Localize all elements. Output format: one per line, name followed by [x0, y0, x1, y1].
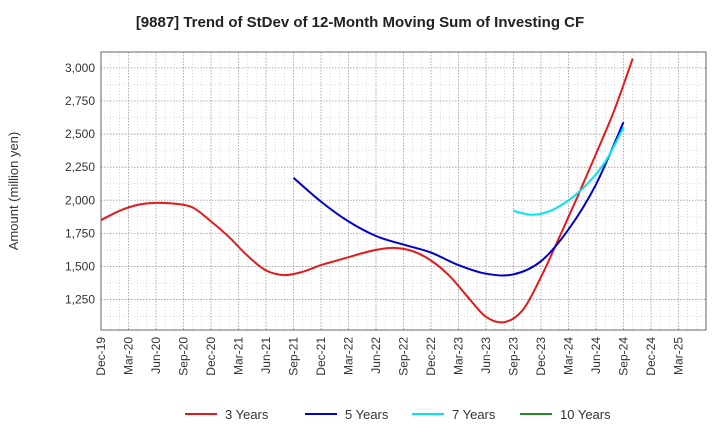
x-tick-label: Jun-20	[149, 337, 163, 374]
x-tick-label: Mar-20	[122, 337, 136, 375]
plot-frame	[100, 51, 707, 331]
x-tick-label: Mar-21	[232, 337, 246, 375]
series-line-7-years	[513, 127, 625, 216]
x-tick-label: Dec-23	[534, 337, 548, 376]
x-tick-label: Dec-24	[644, 337, 658, 376]
y-axis-label: Amount (million yen)	[6, 132, 21, 251]
chart-title: [9887] Trend of StDev of 12-Month Moving…	[135, 14, 585, 31]
x-tick-label: Jun-21	[259, 337, 273, 374]
x-tick-label: Sep-23	[507, 337, 521, 376]
x-tick-label: Mar-23	[452, 337, 466, 375]
legend-label: 3 Years	[225, 407, 269, 422]
legend-label: 10 Years	[560, 407, 611, 422]
y-tick-label: 3,000	[65, 61, 95, 75]
x-tick-label: Dec-20	[204, 337, 218, 376]
y-tick-label: 2,250	[65, 160, 95, 174]
x-tick-label: Sep-24	[617, 337, 631, 376]
x-tick-label: Mar-22	[342, 337, 356, 375]
x-tick-label: Sep-21	[287, 337, 301, 376]
x-tick-label: Dec-21	[314, 337, 328, 376]
y-tick-label: 1,750	[65, 226, 95, 240]
x-tick-label: Mar-25	[672, 337, 686, 375]
x-tick-label: Dec-19	[94, 337, 108, 376]
series-line-5-years	[292, 121, 625, 277]
y-tick-label: 1,250	[65, 293, 95, 307]
x-tick-label: Mar-24	[562, 337, 576, 375]
legend-label: 7 Years	[452, 407, 496, 422]
series-line-3-years	[100, 58, 634, 324]
x-tick-label: Sep-22	[397, 337, 411, 376]
y-tick-label: 2,750	[65, 94, 95, 108]
x-tick-label: Dec-22	[424, 337, 438, 376]
y-tick-label: 1,500	[65, 259, 95, 273]
x-tick-label: Sep-20	[177, 337, 191, 376]
y-tick-label: 2,500	[65, 127, 95, 141]
x-tick-label: Jun-24	[589, 337, 603, 374]
legend-label: 5 Years	[345, 407, 389, 422]
y-tick-label: 2,000	[65, 193, 95, 207]
x-tick-label: Jun-22	[369, 337, 383, 374]
x-tick-label: Jun-23	[479, 337, 493, 374]
